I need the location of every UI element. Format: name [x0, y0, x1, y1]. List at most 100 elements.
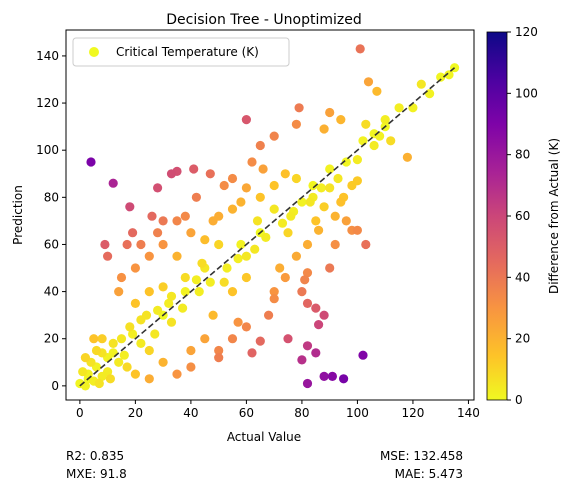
data-point [200, 235, 210, 245]
colorbar-label: Difference from Actual (K) [547, 138, 561, 294]
data-point [122, 239, 132, 250]
data-point [214, 211, 224, 221]
plot-area: 0 20 40 60 80 100 120 140 0 20 40 60 80 100 120 140 [36, 29, 480, 420]
data-point [119, 350, 129, 360]
data-point [227, 287, 238, 297]
data-point [247, 348, 257, 358]
data-point [227, 173, 238, 184]
data-point [130, 369, 140, 379]
data-point [236, 197, 246, 207]
mae-stat: MAE: 5.473 [394, 467, 463, 481]
data-point [302, 298, 313, 308]
data-point [208, 310, 218, 320]
data-point [191, 192, 201, 202]
data-point [108, 348, 118, 358]
data-point [369, 140, 379, 151]
data-point [358, 136, 368, 146]
legend: Critical Temperature (K) [72, 37, 290, 67]
data-point [380, 115, 390, 125]
data-point [130, 298, 140, 308]
y-axis-label: Prediction [11, 185, 25, 245]
data-point [277, 218, 288, 228]
data-point [302, 239, 313, 250]
data-point [186, 345, 196, 356]
data-point [191, 275, 201, 285]
data-point [402, 152, 412, 162]
plot-frame [65, 29, 475, 401]
reference-line [79, 67, 456, 387]
data-point [153, 228, 163, 238]
data-point [311, 303, 321, 313]
data-point [361, 239, 371, 250]
data-point [283, 228, 293, 238]
data-point [128, 329, 138, 339]
colorbar-tick-label: 80 [515, 148, 530, 162]
data-point [258, 164, 268, 174]
colorbar-tick-label: 20 [515, 332, 530, 346]
data-point [103, 251, 113, 261]
x-tick-label: 120 [401, 406, 424, 420]
data-point [241, 322, 251, 332]
data-point [269, 204, 279, 214]
legend-label: Critical Temperature (K) [116, 45, 259, 59]
data-point [341, 216, 351, 226]
data-point [189, 164, 199, 174]
data-point [172, 216, 182, 226]
data-point [297, 355, 307, 365]
data-point [166, 317, 177, 327]
data-point [147, 211, 157, 221]
data-point [164, 298, 174, 308]
data-point [311, 348, 321, 358]
data-point [100, 239, 110, 250]
data-point [78, 367, 88, 377]
x-tick-label: 100 [346, 406, 369, 420]
data-point [408, 103, 418, 113]
data-point [197, 258, 207, 268]
mxe-stat: MXE: 91.8 [66, 467, 127, 481]
x-tick-label: 60 [239, 406, 254, 420]
x-axis-ticks: 0 20 40 60 80 100 120 140 [76, 400, 480, 420]
data-point [141, 310, 152, 320]
data-point [355, 44, 365, 54]
data-point [425, 89, 435, 99]
data-point [319, 310, 329, 320]
data-point [325, 263, 335, 273]
data-point [241, 183, 251, 193]
y-tick-label: 120 [36, 96, 59, 110]
data-point [311, 216, 321, 226]
data-point [219, 277, 229, 287]
data-point [136, 239, 146, 250]
colorbar-tick-label: 0 [515, 393, 523, 407]
data-point [153, 183, 163, 193]
data-point [180, 272, 190, 283]
data-point [352, 225, 362, 235]
legend-marker [89, 47, 99, 57]
data-point [166, 291, 177, 301]
data-point [330, 211, 340, 221]
data-point [291, 251, 301, 261]
data-point [108, 178, 118, 188]
data-point [416, 79, 426, 89]
data-point [116, 272, 127, 283]
data-point [186, 362, 196, 372]
data-point [247, 157, 257, 167]
data-point [150, 329, 160, 339]
data-point [394, 103, 404, 113]
mse-stat: MSE: 132.458 [379, 449, 463, 463]
data-point [214, 345, 224, 356]
data-point [264, 310, 274, 320]
data-point [233, 254, 243, 264]
data-point [330, 239, 340, 250]
r2-stat: R2: 0.835 [66, 449, 125, 463]
data-point [358, 350, 368, 360]
data-point [227, 334, 238, 344]
data-point [314, 225, 324, 235]
data-point [319, 124, 329, 134]
y-tick-label: 140 [36, 49, 59, 63]
data-point [386, 136, 396, 146]
data-point [186, 228, 196, 238]
data-point [144, 345, 154, 356]
data-point [316, 183, 326, 193]
data-point [325, 107, 335, 118]
